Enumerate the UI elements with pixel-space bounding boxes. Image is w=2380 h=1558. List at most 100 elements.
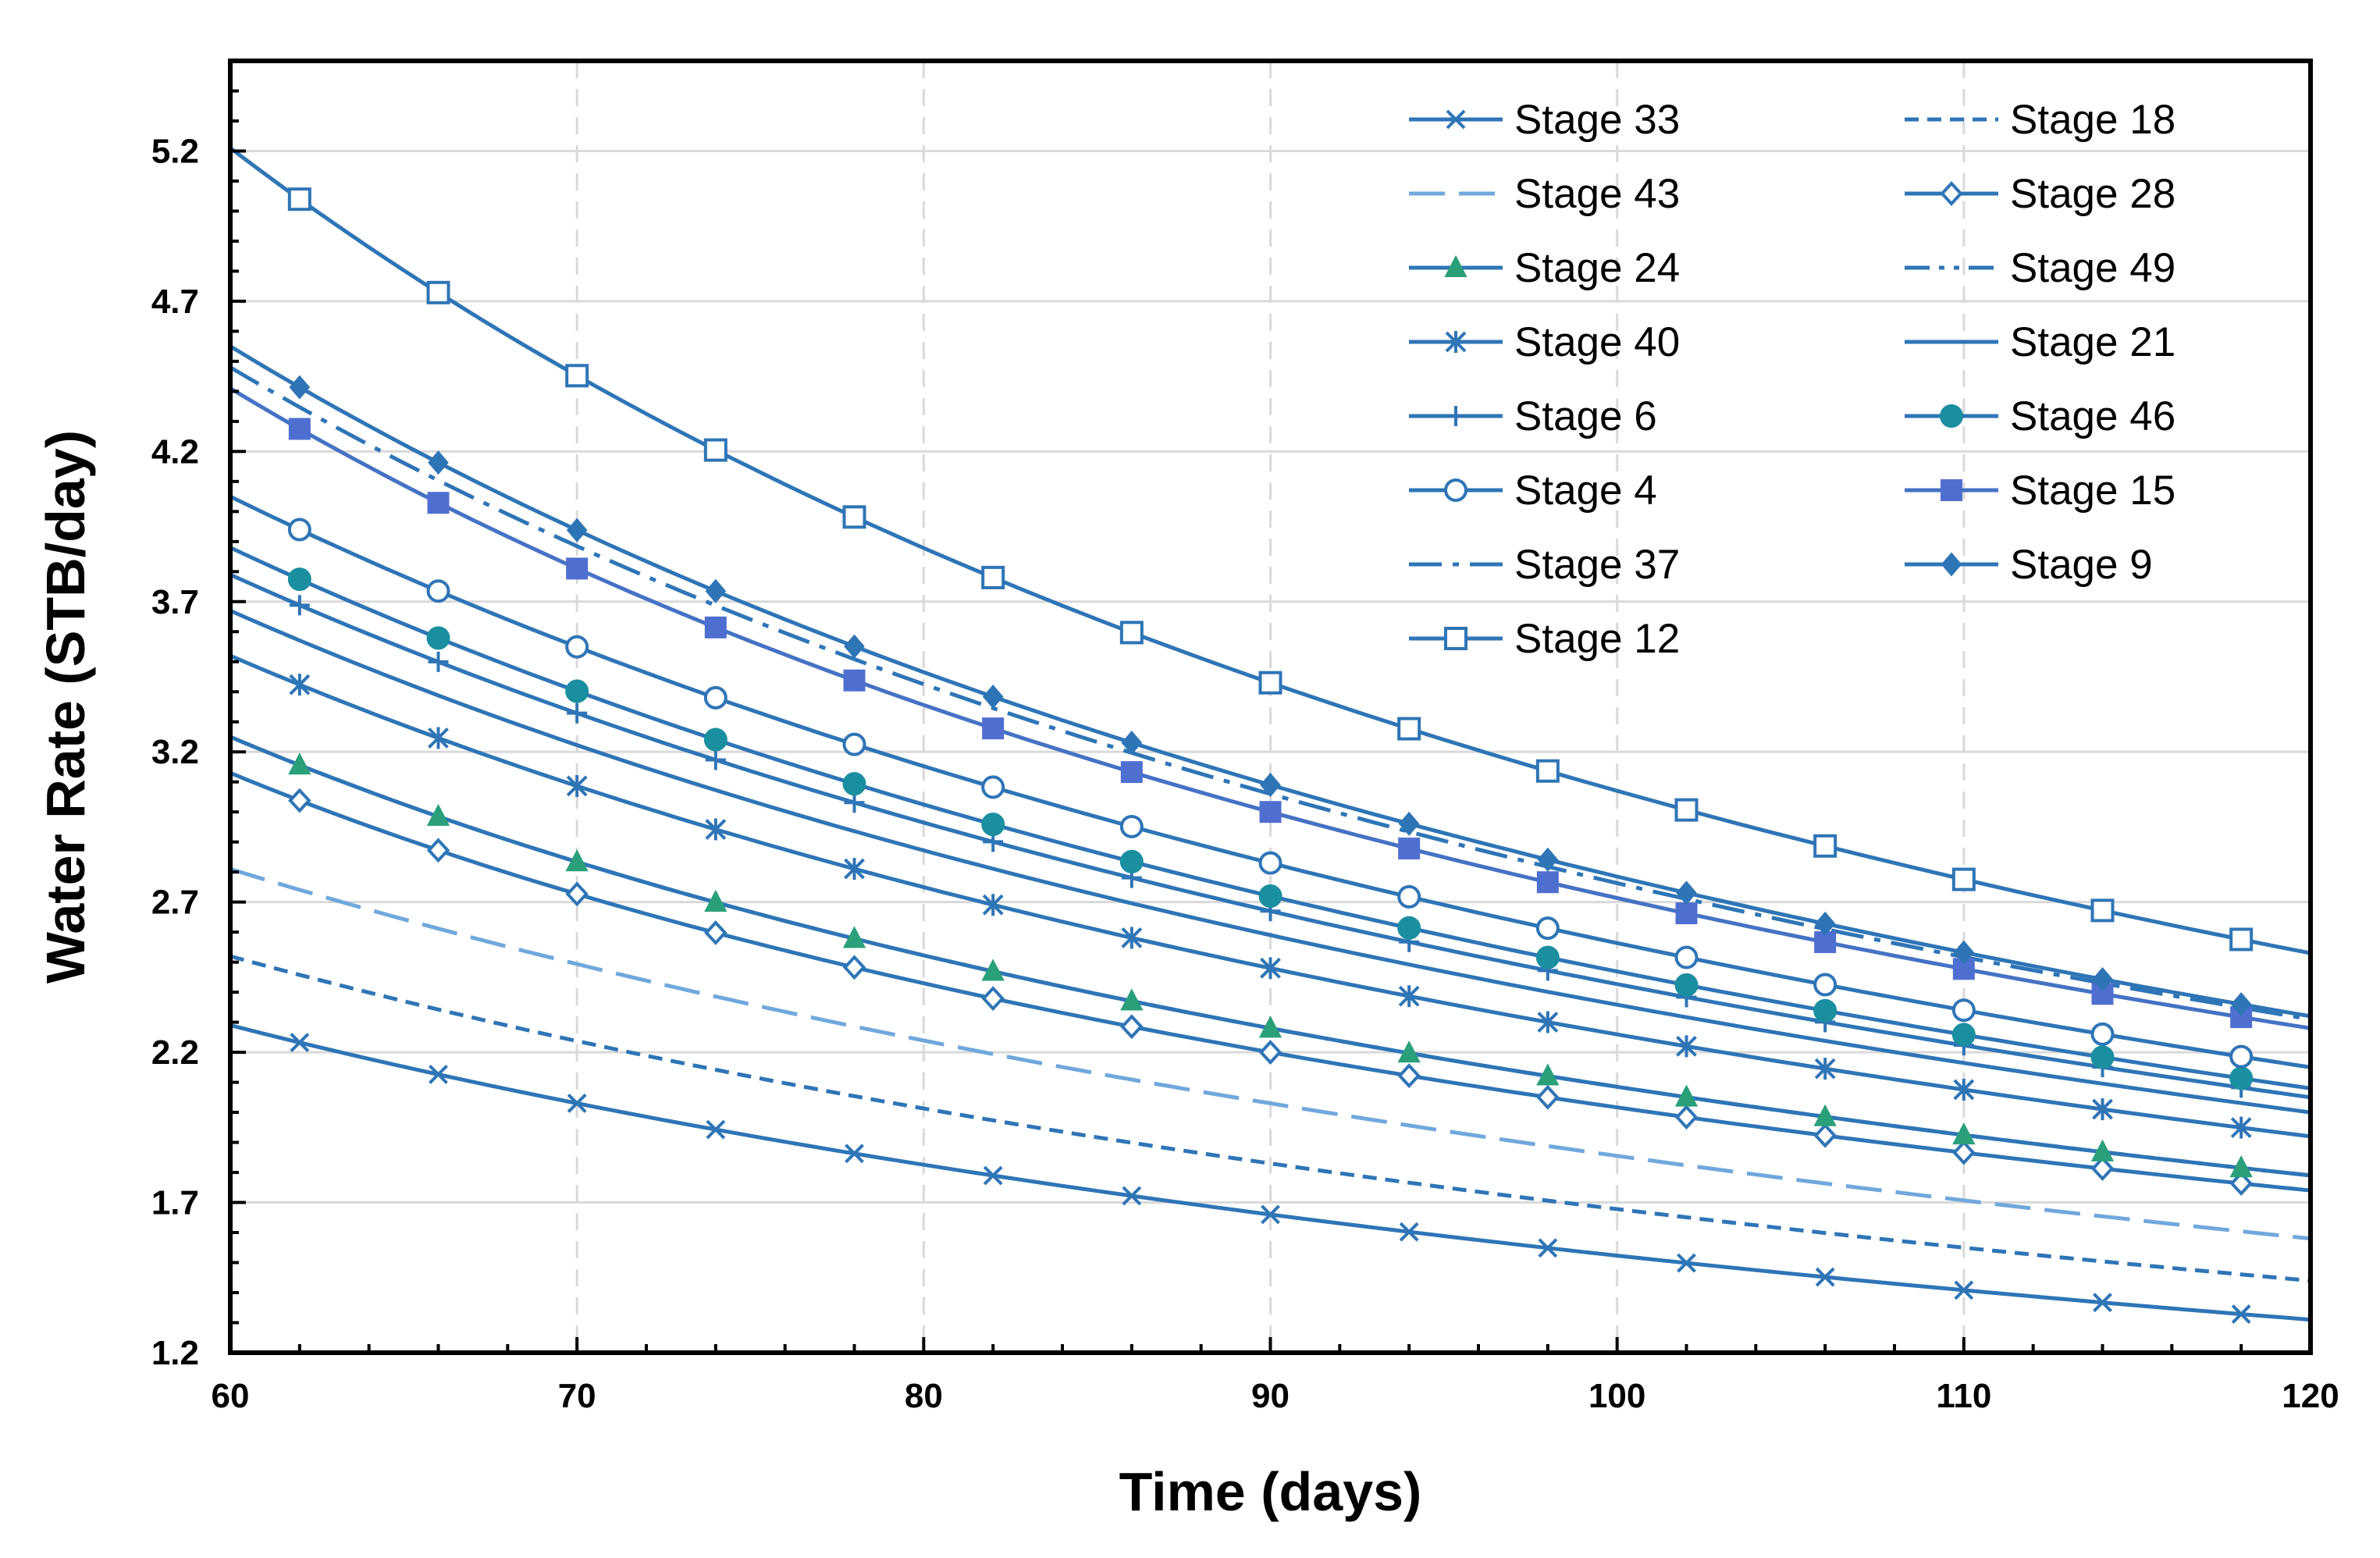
legend-label: Stage 12	[1514, 616, 1680, 662]
marker-stage-40	[2092, 1098, 2113, 1121]
marker-stage-28	[288, 788, 311, 813]
marker-stage-4	[565, 635, 589, 659]
legend-label: Stage 15	[2010, 468, 2175, 514]
marker-stage-40	[1260, 957, 1281, 980]
marker-stage-15	[288, 418, 311, 440]
marker-stage-40	[2230, 1116, 2252, 1139]
series-line-stage-21	[229, 609, 2311, 1115]
marker-stage-28	[1952, 1140, 1976, 1165]
legend-marker	[1446, 109, 1466, 130]
marker-stage-6	[705, 749, 726, 770]
marker-stage-24	[704, 889, 728, 912]
marker-stage-28	[1813, 1122, 1837, 1148]
legend-item-stage-6: Stage 6	[1409, 393, 1657, 439]
legend-item-stage-46: Stage 46	[1905, 393, 2175, 439]
marker-stage-40	[844, 858, 865, 880]
marker-stage-12	[2229, 927, 2254, 952]
marker-stage-24	[1120, 988, 1144, 1011]
marker-stage-24	[1258, 1016, 1282, 1038]
marker-stage-24	[565, 849, 589, 872]
marker-stage-24	[1536, 1063, 1560, 1086]
marker-stage-12	[981, 565, 1005, 589]
marker-stage-15	[843, 669, 866, 692]
marker-stage-12	[703, 438, 728, 462]
marker-stage-15	[704, 616, 727, 638]
legend-marker	[1444, 254, 1467, 277]
marker-stage-15	[982, 717, 1005, 740]
marker-stage-40	[1537, 1011, 1559, 1033]
marker-stage-40	[428, 727, 449, 749]
marker-stage-12	[565, 364, 589, 388]
marker-stage-46	[565, 679, 589, 703]
marker-stage-4	[1397, 884, 1421, 909]
marker-stage-6	[289, 595, 310, 616]
marker-stage-15	[1120, 761, 1143, 784]
x-tick-label: 90	[1251, 1377, 1290, 1415]
marker-stage-46	[1258, 884, 1282, 908]
marker-stage-46	[1813, 998, 1837, 1023]
marker-stage-9	[1537, 847, 1559, 872]
marker-stage-4	[1535, 916, 1560, 941]
legend-item-stage-43: Stage 43	[1409, 171, 1680, 217]
marker-stage-12	[842, 505, 866, 529]
marker-stage-33	[429, 1065, 448, 1084]
marker-stage-4	[1813, 973, 1837, 997]
marker-stage-24	[1813, 1104, 1837, 1126]
legend-item-stage-21: Stage 21	[1905, 319, 2175, 365]
y-tick-label: 5.2	[151, 132, 199, 170]
marker-stage-9	[566, 518, 588, 542]
marker-stage-46	[842, 772, 866, 796]
marker-stage-28	[2090, 1156, 2115, 1181]
marker-stage-4	[703, 685, 728, 710]
marker-stage-46	[703, 727, 728, 752]
x-tick-label: 70	[558, 1377, 596, 1415]
marker-stage-24	[426, 803, 450, 827]
x-tick-label: 120	[2282, 1377, 2339, 1415]
marker-stage-6	[844, 792, 865, 813]
x-tick-label: 100	[1588, 1377, 1645, 1415]
marker-stage-9	[1121, 730, 1143, 756]
marker-stage-28	[1397, 1063, 1421, 1089]
marker-stage-33	[2231, 1304, 2251, 1324]
legend-label: Stage 4	[1514, 468, 1657, 514]
legend-label: Stage 9	[2010, 542, 2153, 588]
marker-stage-9	[1398, 811, 1420, 836]
marker-stage-24	[1674, 1084, 1699, 1107]
axis-ticks	[229, 59, 2312, 1354]
legend-label: Stage 43	[1514, 171, 1680, 217]
marker-stage-28	[1674, 1104, 1699, 1130]
marker-stage-33	[1954, 1280, 1974, 1300]
marker-stage-33	[1122, 1186, 1142, 1206]
marker-stage-46	[287, 567, 311, 592]
legend-label: Stage 24	[1514, 245, 1680, 291]
marker-stage-46	[426, 626, 450, 650]
legend-item-stage-18: Stage 18	[1905, 97, 2175, 143]
marker-stage-9	[1953, 940, 1975, 965]
marker-stage-15	[1259, 801, 1282, 823]
marker-stage-33	[1399, 1222, 1419, 1242]
series-line-stage-43	[229, 866, 2311, 1241]
marker-stage-28	[842, 955, 866, 980]
marker-stage-15	[1536, 871, 1559, 894]
marker-stage-24	[1952, 1122, 1976, 1145]
marker-stage-6	[428, 651, 449, 672]
marker-stage-40	[1814, 1058, 1836, 1080]
legend-item-stage-49: Stage 49	[1905, 245, 2175, 291]
marker-stage-46	[2090, 1045, 2115, 1069]
marker-stage-40	[1953, 1078, 1975, 1101]
legend-label: Stage 49	[2010, 245, 2175, 291]
marker-stage-40	[1676, 1035, 1697, 1058]
marker-stage-9	[1814, 911, 1836, 936]
marker-stage-33	[706, 1119, 726, 1140]
marker-stage-9	[1676, 880, 1697, 905]
legend-item-stage-4: Stage 4	[1409, 468, 1657, 514]
marker-stage-33	[1677, 1253, 1696, 1273]
x-axis-title: Time (days)	[1119, 1461, 1422, 1522]
x-tick-label: 80	[905, 1377, 943, 1415]
legend-item-stage-28: Stage 28	[1905, 171, 2175, 217]
legend: Stage 33 Stage 18 Stage 43 Stage 28 Stage 24…	[1409, 97, 2175, 662]
y-tick-label: 4.7	[151, 283, 199, 321]
marker-stage-9	[2230, 992, 2252, 1017]
marker-stage-4	[2229, 1044, 2254, 1069]
